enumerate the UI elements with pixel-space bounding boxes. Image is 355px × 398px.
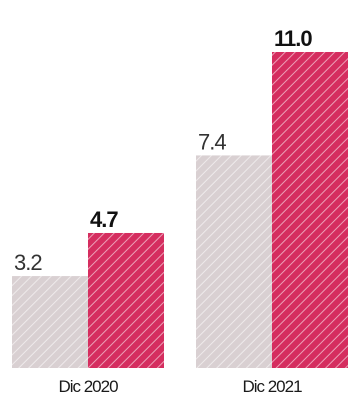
labels-group: 3.2 4.7 Dic 2020 7.4 11.0 Dic 2021 — [14, 26, 313, 396]
bar-hatch-overlay — [88, 232, 164, 368]
bar-hatch-overlay — [12, 276, 88, 368]
category-label: Dic 2021 — [242, 377, 302, 396]
data-label: 3.2 — [14, 250, 42, 275]
bars-group — [12, 52, 348, 368]
data-label: 4.7 — [90, 207, 118, 232]
data-label: 11.0 — [274, 26, 312, 51]
category-label: Dic 2020 — [58, 377, 118, 396]
bar-hatch-overlay — [272, 52, 348, 368]
data-label: 7.4 — [198, 129, 226, 154]
bar-hatch-overlay — [196, 155, 272, 368]
